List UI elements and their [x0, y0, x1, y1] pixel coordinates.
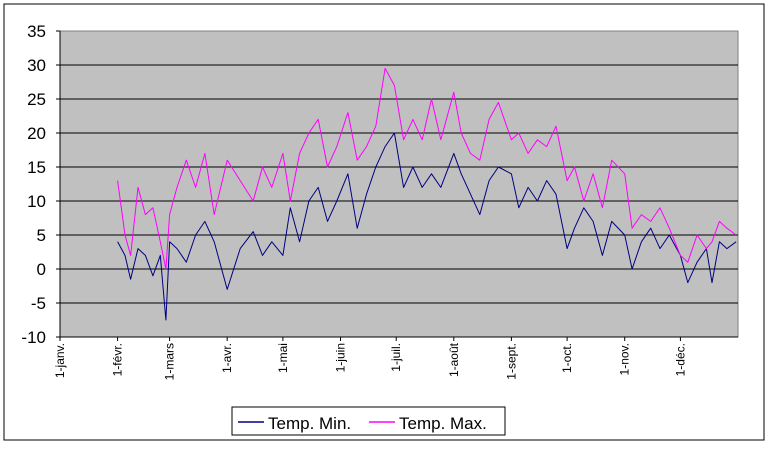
x-tick-label: 1-oct.: [560, 343, 574, 373]
y-tick-label: 35: [27, 22, 46, 41]
y-tick-label: -5: [31, 294, 46, 313]
x-tick-label: 1-janv.: [53, 343, 67, 378]
legend: Temp. Min. Temp. Max.: [231, 406, 506, 436]
x-tick-label: 1-févr.: [111, 343, 125, 376]
x-tick-label: 1-nov.: [618, 343, 632, 375]
x-tick-label: 1-avr.: [220, 343, 234, 373]
y-axis: 35 30 25 20 15 10 5 0 -5 -10: [21, 22, 61, 347]
series-line-temp-max: [117, 67, 737, 270]
x-tick-label: 1-déc.: [673, 343, 687, 376]
y-tick-label: 5: [37, 226, 46, 245]
legend-label-temp-min: Temp. Min.: [268, 414, 351, 433]
y-tick-label: 25: [27, 90, 46, 109]
plot-area: [59, 30, 739, 338]
x-tick-label: 1-mai: [276, 343, 290, 373]
x-tick-label: 1-août: [447, 342, 461, 377]
y-tick-label: 0: [37, 260, 46, 279]
x-tick-label: 1-sept.: [504, 343, 518, 380]
y-tick-label: 20: [27, 124, 46, 143]
series-group: [117, 67, 737, 321]
y-tick-label: 10: [27, 192, 46, 211]
x-tick-label: 1-mars: [163, 343, 177, 380]
series-line-temp-min: [117, 132, 737, 321]
x-tick-label: 1-juin: [333, 343, 347, 372]
y-tick-label: 15: [27, 158, 46, 177]
y-tick-label: -10: [21, 328, 46, 347]
legend-box: [231, 406, 506, 436]
x-tick-label: 1-juil.: [389, 343, 403, 372]
x-axis: 1-janv. 1-févr. 1-mars 1-avr. 1-mai 1-juin 1-j…: [53, 336, 738, 380]
y-tick-label: 30: [27, 56, 46, 75]
legend-label-temp-max: Temp. Max.: [399, 414, 487, 433]
